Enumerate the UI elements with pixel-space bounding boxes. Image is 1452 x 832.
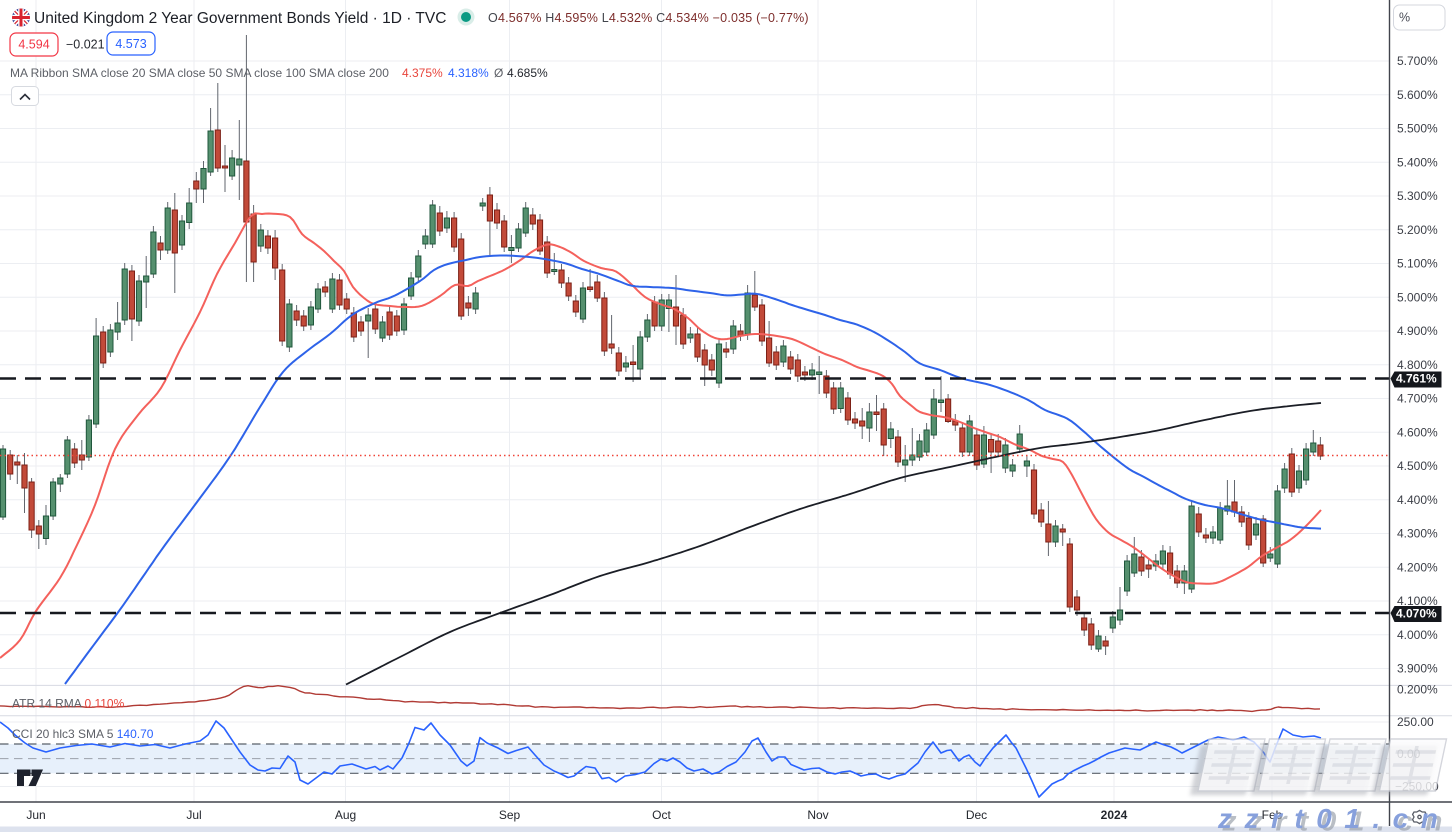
svg-text:%: % bbox=[1399, 11, 1410, 25]
svg-text:3.900%: 3.900% bbox=[1397, 662, 1438, 676]
svg-text:O4.567% H4.595% L4.532% C4.534: O4.567% H4.595% L4.532% C4.534% −0.035 (… bbox=[488, 11, 809, 25]
svg-text:5.700%: 5.700% bbox=[1397, 54, 1438, 68]
svg-text:Jul: Jul bbox=[186, 808, 201, 822]
svg-text:250.00: 250.00 bbox=[1397, 715, 1434, 729]
svg-text:5.300%: 5.300% bbox=[1397, 189, 1438, 203]
svg-text:4.573: 4.573 bbox=[115, 37, 146, 51]
svg-text:4.000%: 4.000% bbox=[1397, 628, 1438, 642]
svg-text:5.200%: 5.200% bbox=[1397, 223, 1438, 237]
svg-text:Aug: Aug bbox=[335, 808, 356, 822]
svg-text:4.070%: 4.070% bbox=[1396, 607, 1437, 621]
svg-text:2024: 2024 bbox=[1101, 808, 1128, 822]
svg-text:4.100%: 4.100% bbox=[1397, 594, 1438, 608]
svg-text:4.900%: 4.900% bbox=[1397, 324, 1438, 338]
svg-text:Nov: Nov bbox=[807, 808, 828, 822]
svg-text:United Kingdom 2 Year Governme: United Kingdom 2 Year Government Bonds Y… bbox=[34, 10, 446, 27]
svg-text:−0.021: −0.021 bbox=[66, 38, 105, 52]
svg-text:Dec: Dec bbox=[966, 808, 987, 822]
svg-text:0.200%: 0.200% bbox=[1397, 682, 1438, 696]
svg-text:5.100%: 5.100% bbox=[1397, 257, 1438, 271]
svg-text:4.500%: 4.500% bbox=[1397, 459, 1438, 473]
svg-text:Feb: Feb bbox=[1262, 808, 1283, 822]
svg-text:4.594: 4.594 bbox=[18, 38, 49, 52]
svg-text:5.400%: 5.400% bbox=[1397, 155, 1438, 169]
svg-text:4.700%: 4.700% bbox=[1397, 392, 1438, 406]
svg-text:zzrt01.cn: zzrt01.cn bbox=[1217, 803, 1450, 832]
svg-text:ATR 14 RMA 0.110%: ATR 14 RMA 0.110% bbox=[12, 697, 125, 711]
svg-text:4.400%: 4.400% bbox=[1397, 493, 1438, 507]
svg-text:4.200%: 4.200% bbox=[1397, 561, 1438, 575]
svg-text:5.500%: 5.500% bbox=[1397, 122, 1438, 136]
svg-text:Sep: Sep bbox=[499, 808, 521, 822]
svg-text:MA Ribbon SMA close 20 SMA clo: MA Ribbon SMA close 20 SMA close 50 SMA … bbox=[10, 66, 548, 80]
svg-text:CCI 20 hlc3 SMA 5 140.70: CCI 20 hlc3 SMA 5 140.70 bbox=[12, 727, 154, 741]
svg-text:Jun: Jun bbox=[26, 808, 45, 822]
svg-text:4.761%: 4.761% bbox=[1396, 372, 1437, 386]
svg-text:5.000%: 5.000% bbox=[1397, 290, 1438, 304]
svg-text:Oct: Oct bbox=[652, 808, 671, 822]
svg-text:zzrt01.cn: zzrt01.cn bbox=[1222, 806, 1452, 832]
svg-text:4.600%: 4.600% bbox=[1397, 425, 1438, 439]
svg-text:4.300%: 4.300% bbox=[1397, 527, 1438, 541]
svg-text:4.800%: 4.800% bbox=[1397, 358, 1438, 372]
svg-text:5.600%: 5.600% bbox=[1397, 88, 1438, 102]
